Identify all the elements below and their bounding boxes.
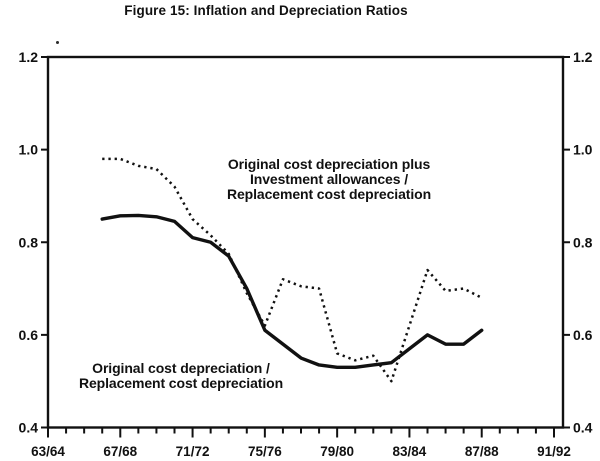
annotation-solid-series-label: Original cost depreciation / Replacement… bbox=[79, 361, 283, 391]
x-axis-label: 79/80 bbox=[320, 444, 354, 459]
annotation-line: Replacement cost depreciation bbox=[226, 186, 432, 202]
y-axis-label-left: 0.4 bbox=[19, 420, 39, 436]
x-axis-label: 71/72 bbox=[176, 444, 210, 459]
y-axis-label-right: 1.0 bbox=[573, 142, 593, 158]
x-axis-label: 67/68 bbox=[103, 444, 137, 459]
scan-artifact-dot bbox=[56, 41, 59, 44]
y-axis-label-left: 0.6 bbox=[19, 327, 39, 343]
y-axis-label-left: 1.0 bbox=[19, 142, 39, 158]
annotation-line: Original cost depreciation / bbox=[92, 360, 270, 376]
figure-title: Figure 15: Inflation and Depreciation Ra… bbox=[124, 3, 408, 18]
annotation-line: Original cost depreciation plus bbox=[227, 156, 431, 172]
series-line-dotted bbox=[102, 157, 483, 383]
y-axis-label-left: 0.8 bbox=[19, 234, 39, 250]
x-axis-label: 91/92 bbox=[537, 444, 571, 459]
annotation-line: Investment allowances / bbox=[250, 171, 408, 187]
annotation-line: Replacement cost depreciation bbox=[78, 375, 284, 391]
y-axis-label-right: 0.8 bbox=[573, 234, 593, 250]
y-axis-label-right: 0.6 bbox=[573, 327, 593, 343]
y-axis-label-right: 1.2 bbox=[573, 49, 593, 65]
x-axis-label: 87/88 bbox=[465, 444, 499, 459]
series-line-solid bbox=[100, 213, 484, 369]
annotation-dotted-series-label: Original cost depreciation plus Investme… bbox=[227, 157, 431, 202]
x-axis-label: 63/64 bbox=[31, 444, 65, 459]
y-axis-label-right: 0.4 bbox=[573, 420, 593, 436]
y-axis-label-left: 1.2 bbox=[19, 49, 39, 65]
x-axis-label: 75/76 bbox=[248, 444, 282, 459]
x-axis-label: 83/84 bbox=[393, 444, 427, 459]
